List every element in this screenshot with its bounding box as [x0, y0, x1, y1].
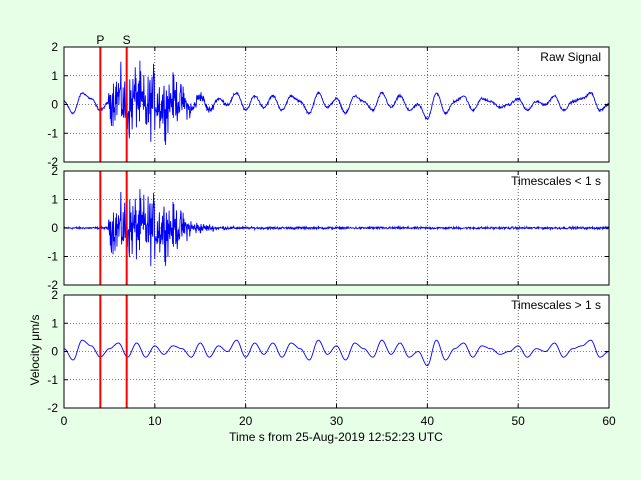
panel-low: -2 -1 0 1 2 Timescales > 1 s	[47, 288, 610, 415]
panel-label: Raw Signal	[540, 50, 601, 64]
phase-label-s: S	[123, 33, 131, 47]
y-tick-label: 1	[51, 193, 58, 207]
trace-raw	[63, 60, 610, 145]
x-tick-label: 20	[239, 414, 253, 428]
y-tick-label: 0	[51, 98, 58, 112]
x-tick-label: 40	[421, 414, 435, 428]
panel-label: Timescales < 1 s	[511, 174, 601, 188]
y-axis-title: Velocity μm/s	[28, 315, 42, 386]
y-tick-label: -1	[47, 373, 58, 387]
y-tick-label: 1	[51, 316, 58, 330]
panel-label: Timescales > 1 s	[511, 298, 601, 312]
y-tick-label: -1	[47, 250, 58, 264]
y-tick-label: 2	[51, 40, 58, 54]
x-tick-label: 10	[148, 414, 162, 428]
y-tick-label: -2	[47, 155, 58, 169]
y-tick-label: 2	[51, 164, 58, 178]
y-tick-label: 1	[51, 69, 58, 83]
trace-high	[63, 189, 610, 267]
panel-raw: -2 -1 0 1 2 Raw Signal P S	[47, 33, 610, 169]
y-tick-label: 0	[51, 221, 58, 235]
y-tick-label: -2	[47, 401, 58, 415]
x-axis-title: Time s from 25-Aug-2019 12:52:23 UTC	[229, 430, 443, 444]
y-tick-label: -1	[47, 126, 58, 140]
x-tick-label: 0	[61, 414, 68, 428]
panels: -2 -1 0 1 2 Raw Signal P S -2 -1 0 1 2 Timescales < 1…	[47, 33, 610, 415]
y-tick-label: 2	[51, 288, 58, 302]
y-tick-label: 0	[51, 345, 58, 359]
y-tick-label: -2	[47, 278, 58, 292]
phase-label-p: P	[96, 33, 104, 47]
x-tick-label: 50	[511, 414, 525, 428]
trace-low	[63, 339, 610, 367]
x-tick-label: 60	[602, 414, 616, 428]
x-axis-tick-labels: 0 10 20 30 40 50 60	[61, 414, 616, 428]
x-tick-label: 30	[330, 414, 344, 428]
panel-high: -2 -1 0 1 2 Timescales < 1 s	[47, 164, 610, 292]
